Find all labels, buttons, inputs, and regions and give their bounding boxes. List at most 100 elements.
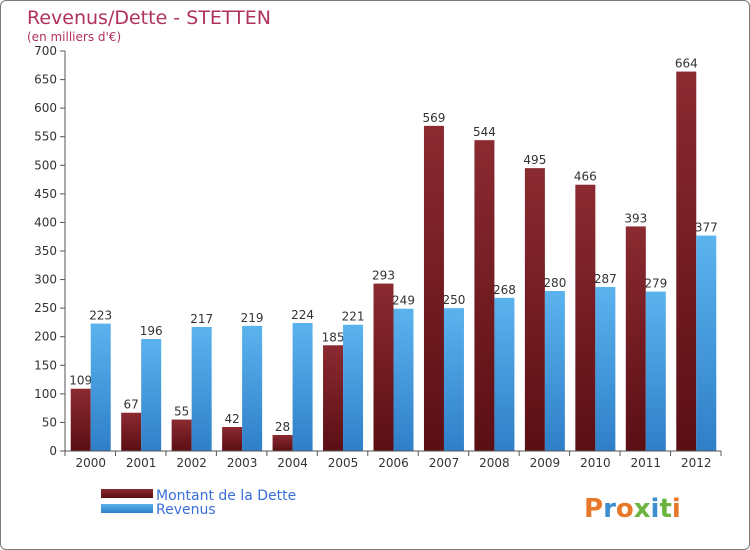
data-label-revenus: 287	[594, 272, 617, 286]
logo-letter: P	[584, 494, 603, 524]
bar-revenus	[544, 291, 565, 451]
bar-revenus	[242, 325, 263, 451]
data-label-debt: 393	[624, 211, 647, 225]
x-tick-label: 2002	[176, 456, 207, 470]
data-label-revenus: 279	[644, 277, 667, 291]
bar-revenus	[292, 323, 313, 451]
y-tick-label: 200	[34, 330, 57, 344]
logo-letter: t	[659, 494, 671, 524]
x-tick-label: 2009	[530, 456, 561, 470]
bar-revenus	[191, 327, 212, 451]
chart-subtitle: (en milliers d'€)	[27, 30, 121, 44]
x-tick-label: 2011	[631, 456, 662, 470]
bar-debt	[524, 168, 545, 451]
data-label-revenus: 217	[190, 312, 213, 326]
y-tick-label: 650	[34, 73, 57, 87]
logo-letter: x	[634, 494, 651, 524]
data-label-revenus: 219	[241, 311, 264, 325]
y-tick-label: 0	[49, 444, 57, 458]
data-label-debt: 109	[69, 374, 92, 388]
y-tick-label: 250	[34, 301, 57, 315]
bar-debt	[121, 412, 142, 451]
legend-label-revenus: Revenus	[156, 502, 216, 518]
x-tick-label: 2003	[227, 456, 258, 470]
bar-debt	[171, 419, 192, 451]
bar-debt	[676, 71, 697, 452]
y-tick-label: 50	[42, 415, 57, 429]
bar-debt	[272, 435, 293, 451]
data-label-revenus: 249	[392, 294, 415, 308]
data-label-revenus: 196	[140, 324, 163, 338]
y-tick-label: 150	[34, 358, 57, 372]
chart-title: Revenus/Dette - STETTEN	[27, 7, 271, 29]
legend: Montant de la Dette Revenus	[101, 488, 296, 518]
proxiti-logo: Proxiti	[584, 494, 681, 524]
bar-revenus	[645, 291, 666, 451]
y-tick-label: 600	[34, 101, 57, 115]
y-tick-label: 300	[34, 273, 57, 287]
bar-debt	[575, 184, 596, 451]
bar-debt	[625, 226, 646, 451]
bar-debt	[70, 388, 91, 451]
logo-letter: o	[616, 494, 634, 524]
data-label-revenus: 221	[342, 310, 365, 324]
bar-debt	[222, 427, 243, 451]
bar-revenus	[141, 339, 162, 451]
data-label-debt: 569	[423, 111, 446, 125]
bar-debt	[323, 345, 344, 451]
x-tick-label: 2000	[75, 456, 106, 470]
x-tick-label: 2007	[429, 456, 460, 470]
data-label-revenus: 224	[291, 308, 314, 322]
data-label-revenus: 250	[443, 293, 466, 307]
y-tick-label: 550	[34, 130, 57, 144]
y-tick-label: 350	[34, 244, 57, 258]
data-label-debt: 42	[224, 412, 239, 426]
data-label-revenus: 377	[695, 221, 718, 235]
x-tick-label: 2012	[681, 456, 712, 470]
bar-revenus	[343, 324, 364, 451]
bar-debt	[423, 125, 444, 451]
x-tick-label: 2004	[277, 456, 308, 470]
x-tick-label: 2008	[479, 456, 510, 470]
data-label-debt: 185	[322, 330, 345, 344]
y-tick-label: 450	[34, 187, 57, 201]
bar-revenus	[595, 287, 616, 451]
bar-revenus	[393, 308, 414, 451]
data-label-debt: 67	[124, 398, 139, 412]
data-label-debt: 28	[275, 420, 290, 434]
data-label-revenus: 268	[493, 283, 516, 297]
y-axis: 0 50 100 150 200 250 300 350 400 450 500 550 600 650 7…	[34, 44, 66, 458]
bar-revenus	[494, 297, 515, 451]
data-label-revenus: 280	[543, 276, 566, 290]
data-label-debt: 664	[675, 57, 698, 71]
logo-letter: i	[651, 494, 660, 524]
bar-revenus	[443, 308, 464, 451]
data-label-debt: 293	[372, 269, 395, 283]
y-tick-label: 500	[34, 158, 57, 172]
data-label-debt: 466	[574, 170, 597, 184]
bar-revenus	[90, 323, 111, 451]
x-tick-label: 2005	[328, 456, 359, 470]
data-label-revenus: 223	[89, 309, 112, 323]
y-tick-label: 400	[34, 215, 57, 229]
logo-letter: i	[672, 494, 681, 524]
data-label-debt: 495	[523, 153, 546, 167]
x-tick-label: 2010	[580, 456, 611, 470]
legend-label-debt: Montant de la Dette	[156, 488, 296, 504]
bar-debt	[474, 140, 495, 451]
bar-debt	[373, 283, 394, 451]
x-tick-label: 2001	[126, 456, 157, 470]
data-label-debt: 55	[174, 405, 189, 419]
x-tick-label: 2006	[378, 456, 409, 470]
y-tick-label: 100	[34, 387, 57, 401]
legend-swatch-revenus	[101, 504, 153, 513]
x-axis: 2000 2001 2002 2003 2004 2005 2006 2007 2008 2009…	[64, 450, 722, 470]
bars-group: 109 223 67 196 55 217 42 219 28 224 185 221 293 249 56…	[69, 57, 718, 452]
y-tick-label: 700	[34, 44, 57, 58]
bar-revenus	[696, 235, 717, 451]
legend-swatch-debt	[101, 489, 153, 498]
logo-letter: r	[603, 494, 616, 524]
data-label-debt: 544	[473, 125, 496, 139]
